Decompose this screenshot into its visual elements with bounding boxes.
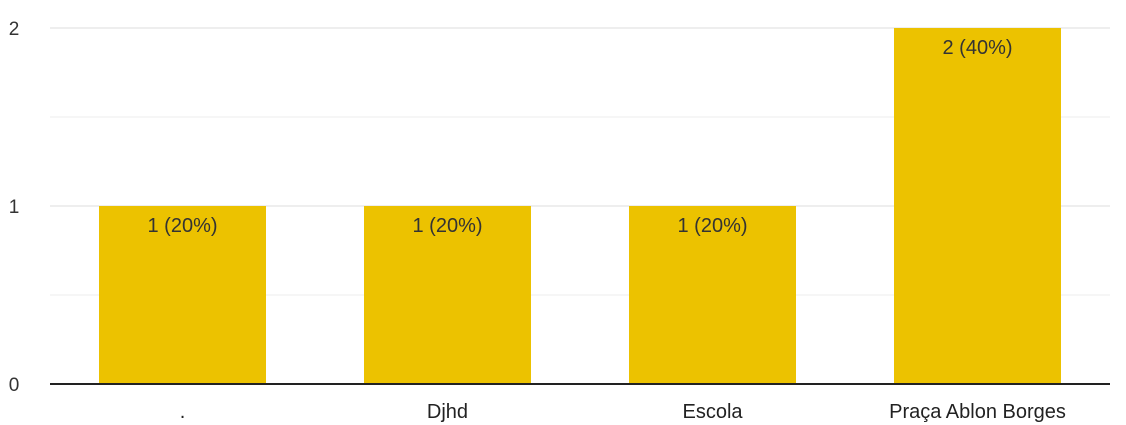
category-label: .: [180, 401, 186, 423]
y-tick-label: 0: [9, 375, 20, 396]
bar-data-label: 1 (20%): [412, 215, 482, 237]
y-tick-label: 2: [9, 19, 20, 40]
category-label: Escola: [682, 401, 743, 423]
bar-data-label: 1 (20%): [147, 215, 217, 237]
bar-data-label: 1 (20%): [677, 215, 747, 237]
category-label: Praça Ablon Borges: [889, 401, 1066, 423]
bar-data-label: 2 (40%): [942, 37, 1012, 59]
category-label: Djhd: [427, 401, 468, 423]
bar-2: [629, 206, 796, 384]
bar-1: [364, 206, 531, 384]
bar-3: [894, 28, 1061, 384]
bars: [99, 28, 1061, 384]
y-tick-label: 1: [9, 197, 20, 218]
bar-0: [99, 206, 266, 384]
labels: 1 (20%). 1 (20%) Djhd 1 (20%) Escola 2 (40%) P…: [9, 19, 1066, 423]
